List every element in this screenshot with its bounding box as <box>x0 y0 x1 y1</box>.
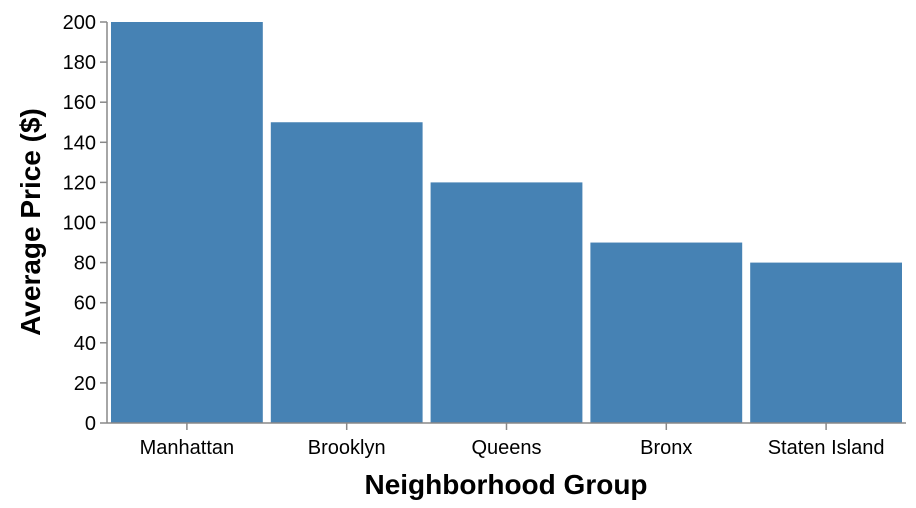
y-tick-label: 100 <box>63 213 96 235</box>
y-tick-label: 180 <box>63 52 96 74</box>
bars-group <box>111 22 902 423</box>
y-tick-label: 20 <box>74 373 96 395</box>
y-tick-label: 60 <box>74 293 96 315</box>
x-axis-title: Neighborhood Group <box>364 469 647 500</box>
bar-queens <box>430 182 583 423</box>
x-axis: Manhattan Brooklyn Queens Bronx Staten Islan… <box>107 422 906 459</box>
y-tick-label: 200 <box>63 12 96 34</box>
bar-brooklyn <box>270 122 423 423</box>
bar-manhattan <box>111 22 263 423</box>
x-tick-label: Manhattan <box>140 437 235 459</box>
y-tick-label: 0 <box>85 413 96 435</box>
x-tick-label: Bronx <box>640 437 692 459</box>
y-tick-label: 120 <box>63 172 96 194</box>
y-tick-label: 80 <box>74 253 96 275</box>
x-tick-label: Staten Island <box>768 437 885 459</box>
x-tick-label: Queens <box>471 437 541 459</box>
y-tick-label: 140 <box>63 132 96 154</box>
y-tick-label: 40 <box>74 333 96 355</box>
bar-bronx <box>590 242 743 423</box>
x-tick-label: Brooklyn <box>308 437 386 459</box>
bar-staten-island <box>750 262 902 423</box>
y-axis-title: Average Price ($) <box>15 108 46 336</box>
y-tick-label: 160 <box>63 92 96 114</box>
y-axis: 0 20 40 60 80 100 120 140 160 180 200 <box>63 12 108 435</box>
